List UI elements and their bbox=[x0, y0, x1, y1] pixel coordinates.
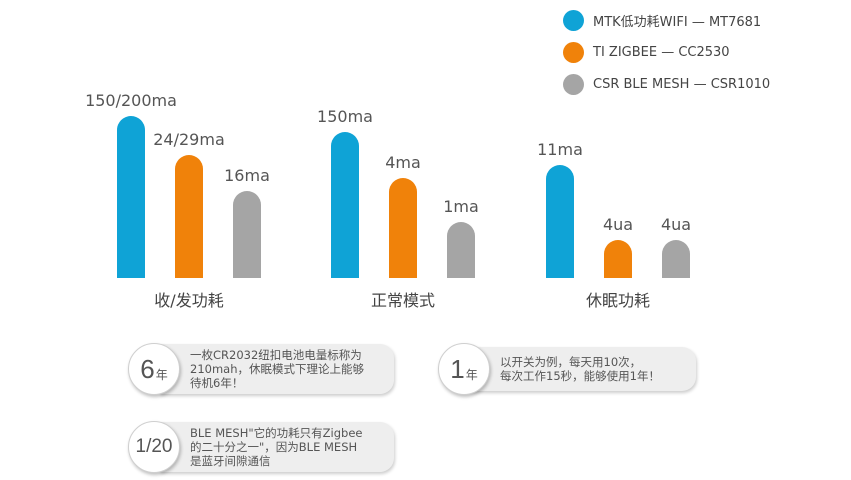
legend-swatch-csr bbox=[563, 73, 584, 95]
category-label: 正常模式 bbox=[371, 291, 435, 310]
callout-one-twentieth: 1/20 BLE MESH"它的功耗只有Zigbee 的二十分之一"，因为BLE… bbox=[128, 421, 394, 473]
legend-swatch-ti bbox=[563, 41, 584, 63]
bar-ti-2 bbox=[604, 240, 632, 278]
legend-label-mtk: MTK低功耗WIFI — MT7681 bbox=[593, 14, 762, 30]
bar-mtk-2 bbox=[546, 165, 574, 278]
legend-swatch-mtk bbox=[563, 9, 584, 31]
bar-csr-0 bbox=[233, 191, 261, 278]
callout-unit: 年 bbox=[465, 367, 478, 382]
callout-unit: 年 bbox=[155, 367, 168, 382]
bar-value-label: 4ua bbox=[603, 215, 633, 234]
bar-value-label: 150/200ma bbox=[85, 91, 177, 110]
callout-badge: 1/20 bbox=[128, 421, 180, 473]
bar-value-label: 150ma bbox=[317, 107, 373, 126]
bar-value-label: 1ma bbox=[443, 197, 479, 216]
callout-text: BLE MESH"它的功耗只有Zigbee 的二十分之一"，因为BLE MESH… bbox=[160, 422, 394, 472]
bar-value-label: 4ma bbox=[385, 153, 421, 172]
bar-ti-1 bbox=[389, 178, 417, 278]
chart-legend: MTK低功耗WIFI — MT7681 TI ZIGBEE — CC2530 C… bbox=[563, 4, 770, 100]
callout-text: 以开关为例，每天用10次， 每次工作15秒，能够使用1年！ bbox=[470, 347, 696, 391]
legend-item-csr: CSR BLE MESH — CSR1010 bbox=[563, 68, 770, 100]
category-label: 休眠功耗 bbox=[586, 291, 650, 310]
category-label: 收/发功耗 bbox=[154, 291, 223, 310]
callout-number: 1 bbox=[450, 353, 465, 384]
callout-number: 1/20 bbox=[135, 436, 173, 457]
bar-value-label: 24/29ma bbox=[153, 130, 225, 149]
bar-mtk-1 bbox=[331, 132, 359, 278]
legend-item-ti: TI ZIGBEE — CC2530 bbox=[563, 36, 770, 68]
bar-mtk-0 bbox=[117, 116, 145, 278]
bar-ti-0 bbox=[175, 155, 203, 278]
legend-item-mtk: MTK低功耗WIFI — MT7681 bbox=[563, 4, 770, 36]
legend-label-csr: CSR BLE MESH — CSR1010 bbox=[593, 76, 771, 92]
callout-text: 一枚CR2032纽扣电池电量标称为 210mah，休眠模式下理论上能够 待机6年… bbox=[160, 344, 394, 394]
callout-number: 6 bbox=[140, 353, 155, 384]
bar-csr-2 bbox=[662, 240, 690, 278]
bar-csr-1 bbox=[447, 222, 475, 278]
legend-label-ti: TI ZIGBEE — CC2530 bbox=[593, 44, 730, 60]
bar-value-label: 4ua bbox=[661, 215, 691, 234]
bar-value-label: 11ma bbox=[537, 140, 583, 159]
bar-value-label: 16ma bbox=[224, 166, 270, 185]
